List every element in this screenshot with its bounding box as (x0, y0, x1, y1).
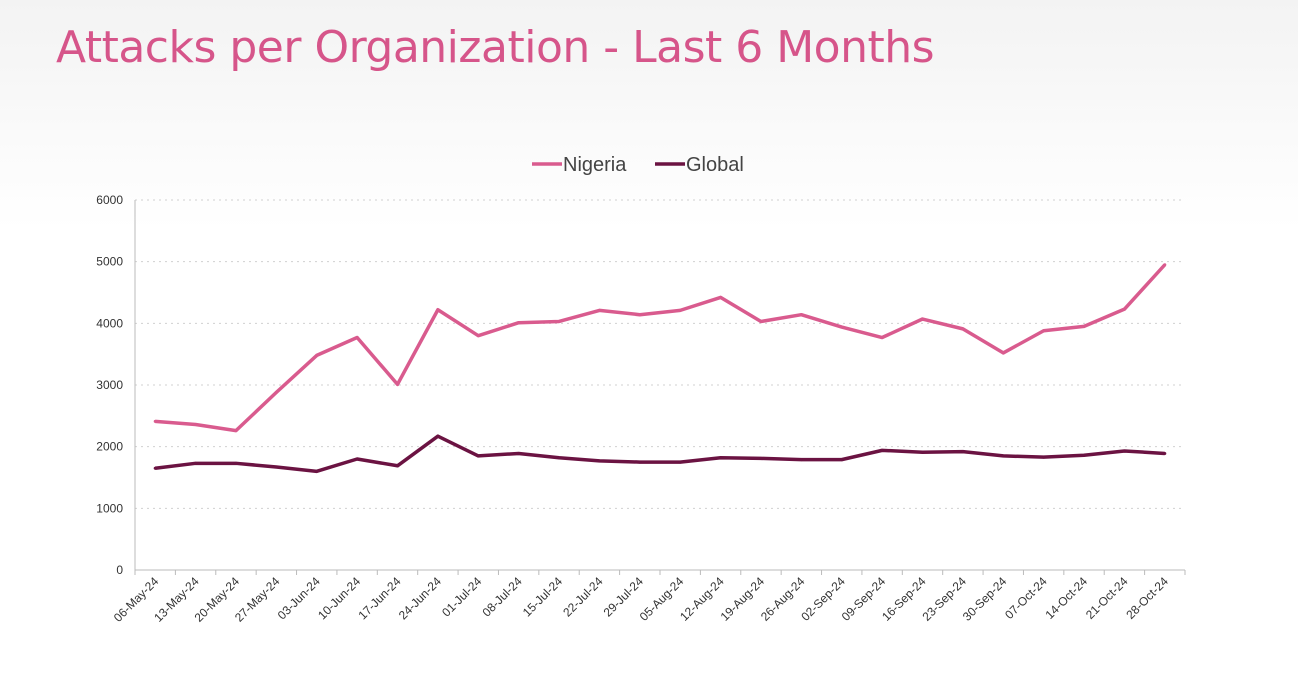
data-point-global (759, 456, 763, 460)
data-point-nigeria (799, 313, 803, 317)
data-point-nigeria (153, 419, 157, 423)
data-point-nigeria (355, 336, 359, 340)
data-point-nigeria (1001, 351, 1005, 355)
data-point-global (840, 458, 844, 462)
y-tick-label: 3000 (96, 378, 123, 392)
data-point-global (396, 464, 399, 468)
x-tick-label: 24-Jun-24 (396, 574, 444, 622)
data-point-nigeria (315, 353, 319, 357)
x-tick-label: 28-Oct-24 (1123, 574, 1171, 622)
data-point-global (638, 460, 642, 464)
x-tick-label: 15-Jul-24 (520, 574, 566, 620)
y-tick-label: 1000 (96, 501, 123, 515)
data-point-global (1122, 449, 1126, 453)
x-tick-label: 17-Jun-24 (356, 574, 404, 622)
data-point-nigeria (597, 308, 601, 312)
legend-label-nigeria: Nigeria (563, 154, 627, 176)
data-point-nigeria (1042, 329, 1046, 333)
data-point-nigeria (274, 390, 278, 394)
data-point-global (799, 458, 803, 462)
data-point-nigeria (880, 336, 884, 340)
data-point-global (476, 454, 480, 458)
y-tick-label: 4000 (96, 316, 123, 330)
data-point-nigeria (234, 429, 238, 433)
data-point-nigeria (194, 422, 198, 426)
data-point-nigeria (840, 325, 844, 329)
data-point-nigeria (678, 308, 682, 312)
x-tick-label: 30-Sep-24 (960, 574, 1010, 624)
x-tick-label: 01-Jul-24 (439, 574, 485, 620)
data-point-nigeria (759, 319, 763, 323)
data-point-nigeria (436, 308, 440, 312)
x-tick-label: 22-Jul-24 (560, 574, 606, 620)
x-tick-label: 07-Oct-24 (1002, 574, 1050, 622)
data-point-global (1163, 451, 1167, 455)
data-point-global (921, 450, 924, 454)
data-point-global (597, 459, 601, 463)
data-point-global (355, 457, 359, 461)
data-point-global (961, 450, 965, 454)
y-tick-label: 2000 (96, 440, 123, 454)
data-point-nigeria (517, 321, 521, 325)
data-point-nigeria (719, 295, 723, 299)
data-point-nigeria (557, 319, 561, 323)
data-point-global (1042, 455, 1046, 459)
data-point-global (1082, 453, 1086, 457)
data-point-global (234, 461, 238, 465)
x-tick-label: 21-Oct-24 (1083, 574, 1131, 622)
data-point-nigeria (961, 327, 965, 331)
x-tick-label: 27-May-24 (232, 574, 283, 625)
page-title: Attacks per Organization - Last 6 Months (56, 22, 935, 73)
x-tick-label: 14-Oct-24 (1043, 574, 1091, 622)
data-point-global (436, 434, 440, 438)
x-tick-label: 03-Jun-24 (275, 574, 323, 622)
y-tick-label: 0 (116, 563, 123, 577)
data-point-nigeria (921, 317, 924, 321)
data-point-nigeria (1122, 307, 1126, 311)
data-point-nigeria (476, 334, 480, 338)
data-point-nigeria (1082, 324, 1086, 328)
data-point-global (517, 451, 521, 455)
x-tick-label: 08-Jul-24 (479, 574, 525, 620)
data-point-global (194, 461, 198, 465)
y-tick-label: 5000 (96, 255, 123, 269)
data-point-nigeria (638, 313, 642, 317)
data-point-nigeria (1163, 263, 1167, 267)
data-point-global (274, 465, 278, 469)
data-point-global (557, 456, 561, 460)
data-point-global (719, 456, 723, 460)
data-point-global (1001, 454, 1005, 458)
data-point-global (315, 469, 319, 473)
background (0, 0, 1298, 230)
series-line-global (154, 434, 1165, 474)
data-point-global (678, 460, 682, 464)
data-point-global (880, 448, 884, 452)
y-tick-label: 6000 (96, 193, 123, 207)
x-tick-label: 10-Jun-24 (315, 574, 363, 622)
data-point-nigeria (396, 382, 399, 386)
series-line-nigeria (155, 263, 1167, 433)
data-point-global (153, 466, 157, 470)
legend-label-global: Global (686, 154, 744, 176)
